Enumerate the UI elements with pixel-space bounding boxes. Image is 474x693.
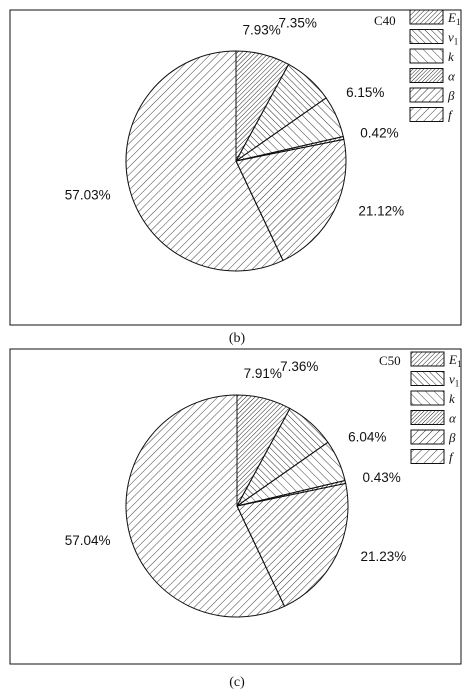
legend-swatch xyxy=(409,68,444,83)
legend-label: f xyxy=(449,450,455,465)
slice-label-v1: 7.35% xyxy=(279,15,317,30)
panel-c: 7.91%7.36% 6.04% 0.43% 21.23% 57.04% C50 E1 v… xyxy=(9,348,462,690)
panel-c-frame xyxy=(9,348,462,665)
pie-chart-c50: 7.91%7.36% 6.04% 0.43% 21.23% 57.04% xyxy=(65,359,407,618)
slice-label-alpha: 0.43% xyxy=(363,470,401,485)
legend-swatch xyxy=(409,29,444,44)
slice-label-E1: 7.93% xyxy=(242,22,280,37)
legend-swatch xyxy=(410,390,445,406)
panel-b-frame xyxy=(9,9,462,326)
slice-label-f: 57.04% xyxy=(65,533,111,548)
legend-label: k xyxy=(449,391,455,406)
slice-label-beta: 21.12% xyxy=(358,203,404,218)
slice-label-beta: 21.23% xyxy=(361,549,407,564)
slice-label-v1: 7.36% xyxy=(280,359,318,374)
legend-swatch xyxy=(410,371,445,386)
pie-slice-beta xyxy=(236,482,349,607)
legend-label: α xyxy=(449,411,457,426)
panel-b: 7.93%7.35% 6.15% 0.42% 21.12% 57.03% C40 E1 v… xyxy=(9,9,462,346)
legend-label: v1 xyxy=(449,372,459,389)
legend-label: β xyxy=(447,88,455,103)
pie-chart-c40: 7.93%7.35% 6.15% 0.42% 21.12% 57.03% xyxy=(65,15,404,272)
legend-label: E1 xyxy=(447,10,460,27)
legend-swatch xyxy=(409,9,444,25)
legend-label: v1 xyxy=(448,30,458,47)
legend-swatch xyxy=(409,48,444,64)
slice-label-E1: 7.91% xyxy=(244,366,282,381)
legend-label: α xyxy=(448,69,456,84)
slice-label-f: 57.03% xyxy=(65,188,111,203)
legend-label: k xyxy=(448,49,454,64)
slice-label-k: 6.15% xyxy=(346,85,384,100)
legend-swatch xyxy=(409,107,444,122)
legend-swatch xyxy=(410,410,445,425)
legend-label: β xyxy=(448,430,456,445)
pie-slice-beta xyxy=(235,138,347,262)
legend-title-c40: C40 xyxy=(374,13,396,28)
legend-swatch xyxy=(410,449,445,464)
pie-slice-f xyxy=(125,50,284,272)
legend-swatch xyxy=(410,351,445,367)
panel-label-b: (b) xyxy=(229,331,246,346)
legend-title-c50: C50 xyxy=(379,353,401,368)
slice-label-alpha: 0.42% xyxy=(360,125,398,140)
legend-label: f xyxy=(448,108,454,123)
legend-swatch xyxy=(410,429,445,445)
pie-slice-f xyxy=(125,394,286,618)
panel-label-c: (c) xyxy=(229,675,245,690)
legend-label: E1 xyxy=(448,352,461,369)
legend-swatch xyxy=(409,87,444,103)
slice-label-k: 6.04% xyxy=(348,430,386,445)
